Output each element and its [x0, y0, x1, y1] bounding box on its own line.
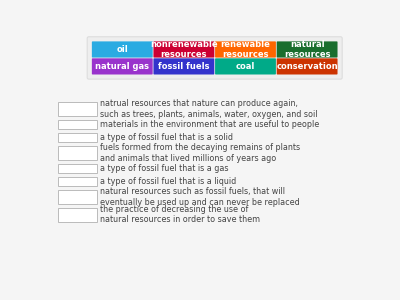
FancyBboxPatch shape	[154, 41, 214, 58]
Text: natural resources such as fossil fuels, that will
eventually be used up and can : natural resources such as fossil fuels, …	[100, 187, 300, 207]
Text: coal: coal	[236, 62, 255, 71]
Text: renewable
resources: renewable resources	[220, 40, 270, 59]
FancyBboxPatch shape	[154, 58, 214, 74]
FancyBboxPatch shape	[215, 41, 276, 58]
FancyBboxPatch shape	[92, 58, 153, 74]
Text: a type of fossil fuel that is a liquid: a type of fossil fuel that is a liquid	[100, 177, 237, 186]
Text: nonrenewable
resources: nonrenewable resources	[150, 40, 218, 59]
Bar	[58, 190, 96, 204]
FancyBboxPatch shape	[87, 37, 342, 79]
Text: conservation: conservation	[276, 62, 338, 71]
Bar	[58, 120, 96, 129]
Text: the practice of decreasing the use of
natural resources in order to save them: the practice of decreasing the use of na…	[100, 205, 260, 224]
Text: natural
resources: natural resources	[284, 40, 330, 59]
Bar	[58, 164, 96, 173]
Bar	[58, 102, 96, 116]
Text: a type of fossil fuel that is a gas: a type of fossil fuel that is a gas	[100, 164, 229, 173]
Text: materials in the environment that are useful to people: materials in the environment that are us…	[100, 120, 320, 129]
Text: fuels formed from the decaying remains of plants
and animals that lived millions: fuels formed from the decaying remains o…	[100, 143, 300, 163]
Text: a type of fossil fuel that is a solid: a type of fossil fuel that is a solid	[100, 133, 233, 142]
Bar	[58, 146, 96, 160]
FancyBboxPatch shape	[277, 58, 338, 74]
Bar	[58, 208, 96, 222]
Text: natural gas: natural gas	[95, 62, 149, 71]
Text: fossil fuels: fossil fuels	[158, 62, 210, 71]
Bar	[58, 177, 96, 186]
FancyBboxPatch shape	[92, 41, 153, 58]
FancyBboxPatch shape	[277, 41, 338, 58]
Text: natrual resources that nature can produce again,
such as trees, plants, animals,: natrual resources that nature can produc…	[100, 100, 318, 119]
FancyBboxPatch shape	[215, 58, 276, 74]
Bar	[58, 133, 96, 142]
Text: oil: oil	[116, 45, 128, 54]
